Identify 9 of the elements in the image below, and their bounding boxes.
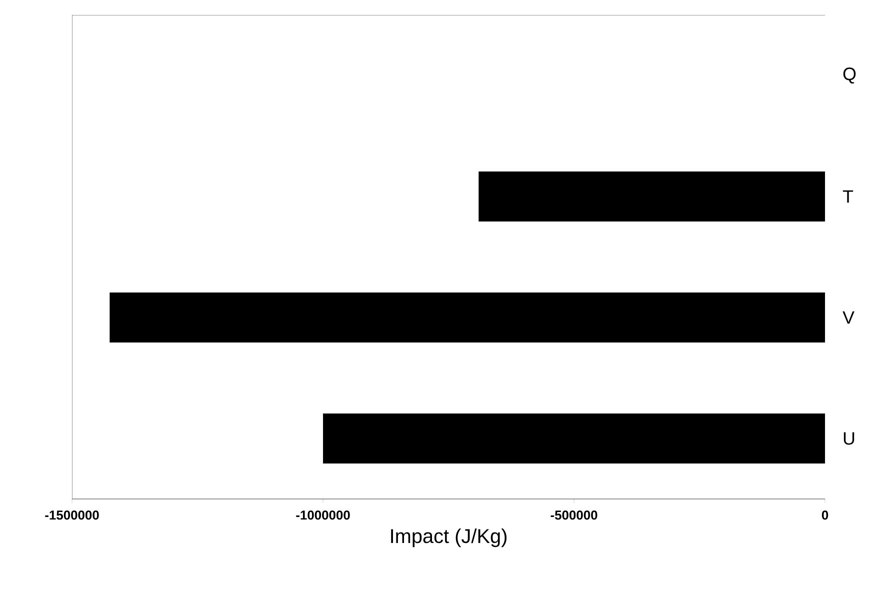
y-tick-label: U [844,432,854,445]
x-tick-label: -500000 [550,510,598,520]
x-tick-label: 0 [822,510,828,520]
y-tick-label: T [842,190,854,203]
y-tick-label: Q [843,68,856,84]
x-axis-title: Impact (J/Kg) [391,528,506,548]
x-tick-label: -1000000 [296,510,350,520]
y-tick-label: V [842,311,854,324]
x-tick-label: -1500000 [45,510,99,520]
